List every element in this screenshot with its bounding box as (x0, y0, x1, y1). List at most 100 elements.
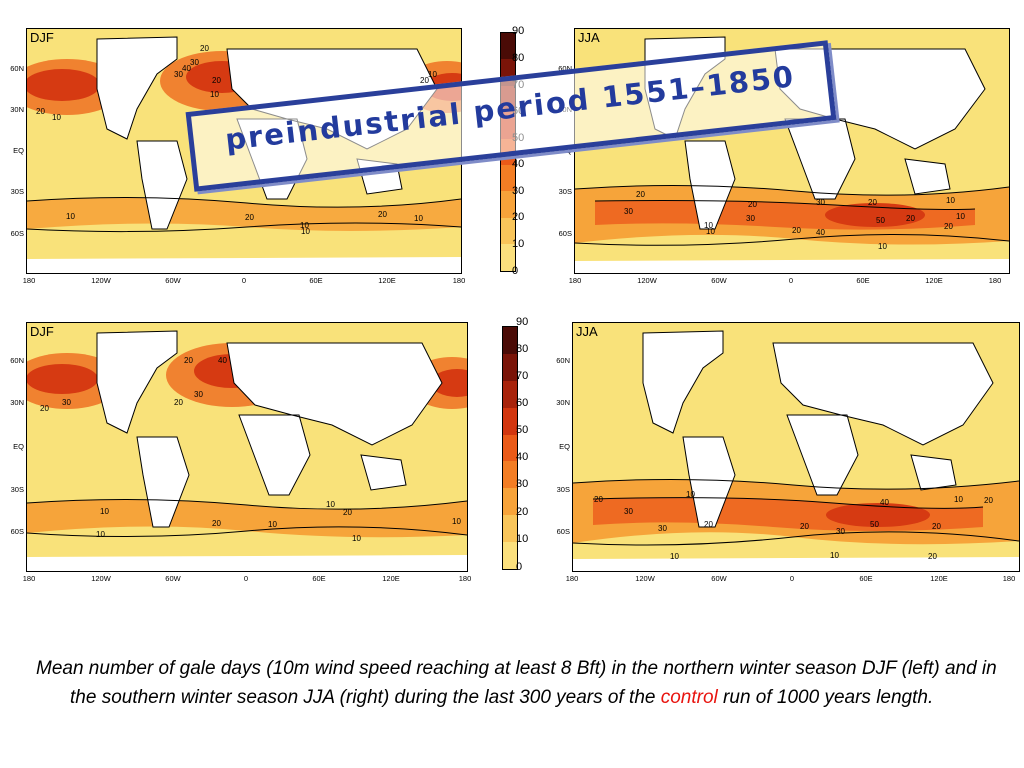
contour-label: 20 (174, 398, 183, 407)
contour-label: 40 (182, 64, 191, 73)
lon-tick: 180 (1002, 574, 1016, 583)
lon-tick: 60E (312, 574, 326, 583)
cbar-swatch (503, 434, 517, 462)
lat-tick: 60N (10, 64, 24, 73)
lon-tick: 180 (452, 276, 466, 285)
cbar-tick: 90 (512, 25, 525, 37)
cbar-swatch (503, 407, 517, 435)
contour-label: 20 (868, 198, 877, 207)
lat-tick: 60S (10, 229, 24, 238)
contour-label: 20 (212, 519, 221, 528)
cbar-tick: 90 (516, 316, 529, 328)
cbar-swatch (501, 244, 515, 271)
contour-label: 10 (452, 517, 461, 526)
caption-part1: Mean number of gale days (10m wind speed… (36, 658, 997, 708)
cbar-tick: 10 (516, 533, 529, 545)
season-label: JJA (576, 324, 598, 339)
contour-label: 20 (636, 190, 645, 199)
cbar-tick: 30 (512, 185, 525, 197)
lat-tick: EQ (13, 442, 24, 451)
contour-label: 10 (670, 552, 679, 561)
cbar-tick: 40 (516, 451, 529, 463)
lat-tick: 60N (558, 64, 572, 73)
map-svg (27, 323, 467, 571)
map-djf-bottom: DJF (26, 322, 468, 572)
colorbar-bottom (502, 326, 518, 570)
contour-label: 20 (906, 214, 915, 223)
cbar-swatch (501, 217, 515, 245)
lon-tick: 120W (91, 276, 111, 285)
season-label: DJF (30, 324, 54, 339)
contour-label: 30 (658, 524, 667, 533)
cbar-swatch (503, 515, 517, 543)
lat-tick: 30N (10, 105, 24, 114)
contour-label: 20 (792, 226, 801, 235)
contour-label: 10 (946, 196, 955, 205)
contour-label: 40 (218, 356, 227, 365)
caption-highlight: control (660, 687, 718, 708)
contour-label: 10 (268, 520, 277, 529)
lon-tick: 120W (637, 276, 657, 285)
contour-label: 40 (816, 228, 825, 237)
contour-label: 20 (36, 107, 45, 116)
lat-tick: 30S (10, 187, 24, 196)
contour-label: 10 (706, 227, 715, 236)
lat-tick: 60N (556, 356, 570, 365)
lat-tick: EQ (13, 146, 24, 155)
contour-label: 10 (326, 500, 335, 509)
contour-label: 40 (880, 498, 889, 507)
lon-tick: 180 (22, 574, 36, 583)
contour-label: 20 (928, 552, 937, 561)
contour-label: 20 (212, 76, 221, 85)
contour-label: 10 (878, 242, 887, 251)
cbar-tick: 20 (516, 506, 529, 518)
contour-label: 20 (944, 222, 953, 231)
contour-label: 10 (66, 212, 75, 221)
cbar-swatch (503, 488, 517, 516)
cbar-tick: 0 (512, 265, 519, 277)
cbar-swatch (503, 542, 517, 570)
cbar-swatch (501, 33, 515, 60)
cbar-tick: 60 (516, 397, 529, 409)
cbar-swatch (503, 380, 517, 408)
contour-label: 10 (210, 90, 219, 99)
contour-label: 50 (876, 216, 885, 225)
lon-tick: 60E (859, 574, 873, 583)
lon-tick: 60E (309, 276, 323, 285)
contour-label: 20 (800, 522, 809, 531)
contour-label: 20 (245, 213, 254, 222)
cbar-tick: 30 (516, 478, 529, 490)
contour-label: 10 (414, 214, 423, 223)
contour-label: 10 (96, 530, 105, 539)
contour-label: 20 (594, 495, 603, 504)
cbar-swatch (503, 327, 517, 354)
cbar-swatch (501, 191, 515, 218)
cbar-tick: 0 (516, 561, 523, 573)
contour-label: 30 (194, 390, 203, 399)
contour-label: 20 (748, 200, 757, 209)
contour-label: 20 (40, 404, 49, 413)
lat-tick: 30S (556, 485, 570, 494)
contour-label: 20 (343, 508, 352, 517)
lat-tick: 30N (10, 398, 24, 407)
cbar-swatch (501, 164, 515, 192)
contour-label: 20 (420, 76, 429, 85)
lon-tick: 0 (789, 574, 795, 583)
lat-tick: 30S (558, 187, 572, 196)
season-label: DJF (30, 30, 54, 45)
contour-label: 10 (704, 221, 713, 230)
contour-label: 10 (300, 221, 309, 230)
cbar-tick: 50 (516, 424, 529, 436)
contour-label: 30 (624, 507, 633, 516)
lat-tick: 60S (556, 527, 570, 536)
lon-tick: 60E (856, 276, 870, 285)
contour-label: 50 (870, 520, 879, 529)
lat-tick: 30S (10, 485, 24, 494)
lat-tick: 30N (556, 398, 570, 407)
cbar-swatch (503, 353, 517, 381)
lon-tick: 120W (91, 574, 111, 583)
lon-tick: 120E (378, 276, 396, 285)
caption-part2: run of 1000 years length. (717, 687, 934, 708)
cbar-swatch (503, 461, 517, 489)
lon-tick: 60W (165, 276, 181, 285)
